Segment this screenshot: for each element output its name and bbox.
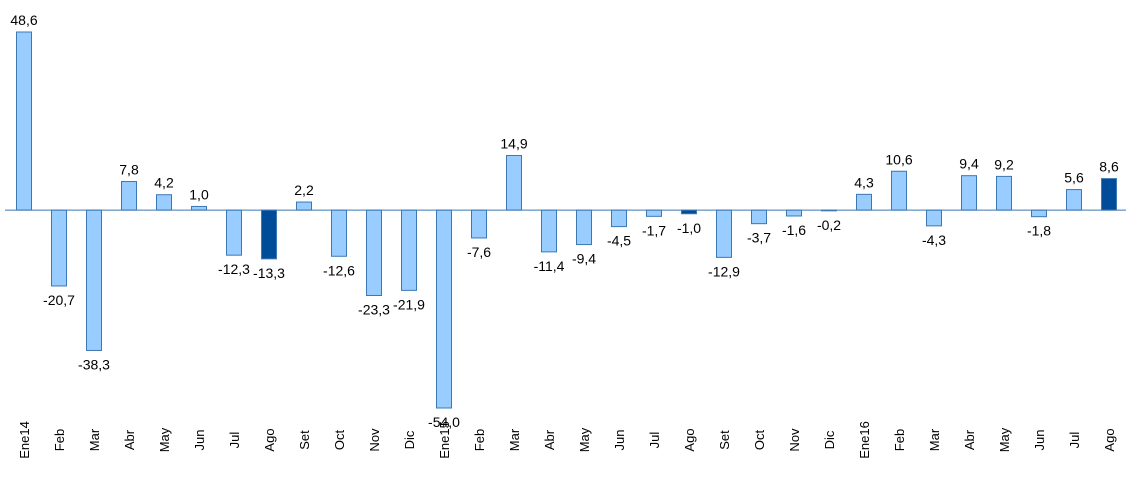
value-label: -9,4 — [572, 251, 596, 267]
value-label: -21,9 — [393, 296, 425, 312]
bar — [506, 155, 522, 211]
value-label: 48,6 — [10, 12, 37, 28]
bar — [191, 205, 207, 211]
bar — [121, 181, 137, 211]
x-tick-label: Abr — [962, 429, 977, 450]
x-tick-label: Jun — [192, 430, 207, 451]
value-label: -1,6 — [782, 222, 806, 238]
x-tick-label: Jul — [227, 432, 242, 449]
x-tick-label: Set — [717, 430, 732, 450]
x-tick-label: Set — [297, 430, 312, 450]
x-tick-label: Mar — [87, 428, 102, 451]
value-label: -13,3 — [253, 265, 285, 281]
x-tick-label: Dic — [822, 430, 837, 449]
x-tick-label: May — [577, 427, 592, 452]
x-tick-label: Nov — [367, 428, 382, 452]
x-tick-label: Jul — [1067, 432, 1082, 449]
x-tick-label: Jul — [647, 432, 662, 449]
x-tick-label: Mar — [927, 428, 942, 451]
x-tick-label: Ene16 — [857, 421, 872, 459]
bar — [226, 209, 242, 256]
x-tick-label: Feb — [472, 429, 487, 451]
value-label: -12,6 — [323, 262, 355, 278]
x-tick-label: Jun — [1032, 430, 1047, 451]
value-label: -12,9 — [708, 263, 740, 279]
value-label: 7,8 — [119, 162, 139, 178]
x-tick-label: Jun — [612, 430, 627, 451]
bar — [331, 209, 347, 257]
value-label: 1,0 — [189, 186, 209, 202]
bar — [751, 209, 767, 225]
bar — [51, 209, 67, 287]
x-tick-label: May — [157, 427, 172, 452]
bar — [1031, 209, 1047, 218]
value-label: -3,7 — [747, 230, 771, 246]
value-label: 8,6 — [1099, 159, 1119, 175]
value-label: -1,0 — [677, 220, 701, 236]
bar — [156, 194, 172, 211]
x-tick-label: Feb — [892, 429, 907, 451]
value-label: -20,7 — [43, 292, 75, 308]
x-tick-label: May — [997, 427, 1012, 452]
x-tick-label: Oct — [332, 430, 347, 451]
bar — [541, 209, 557, 253]
x-tick-label: Dic — [402, 430, 417, 449]
bar — [296, 201, 312, 211]
value-label: -54,0 — [428, 414, 460, 430]
bar — [1101, 178, 1117, 211]
x-tick-label: Nov — [787, 428, 802, 452]
bar — [926, 209, 942, 227]
value-label: -11,4 — [534, 258, 565, 274]
value-label: 2,2 — [294, 182, 314, 198]
value-label: -0,2 — [817, 217, 841, 233]
bar — [576, 209, 592, 246]
value-label: 5,6 — [1064, 170, 1084, 186]
value-label: 10,6 — [885, 151, 912, 167]
value-label: -1,8 — [1027, 223, 1051, 239]
value-label: 9,2 — [994, 156, 1014, 172]
x-tick-label: Ago — [1102, 428, 1117, 451]
x-tick-label: Ago — [682, 428, 697, 451]
value-label: -38,3 — [78, 356, 110, 372]
x-tick-label: Abr — [122, 429, 137, 450]
x-tick-label: Ago — [262, 428, 277, 451]
bar — [86, 209, 102, 351]
bar — [681, 209, 697, 215]
bar — [471, 209, 487, 239]
bar — [961, 175, 977, 211]
bar — [366, 209, 382, 296]
value-label: 14,9 — [500, 136, 527, 152]
value-label: -23,3 — [358, 301, 390, 317]
bar — [1066, 189, 1082, 211]
bar — [16, 31, 32, 211]
bar — [996, 175, 1012, 211]
x-tick-label: Oct — [752, 430, 767, 451]
bar — [436, 209, 452, 409]
bar — [891, 170, 907, 211]
bar — [786, 209, 802, 217]
value-label: 4,2 — [154, 175, 174, 191]
bar — [401, 209, 417, 291]
bar — [856, 193, 872, 211]
value-label: 4,3 — [854, 174, 874, 190]
x-tick-label: Mar — [507, 428, 522, 451]
x-tick-label: Abr — [542, 429, 557, 450]
value-label: -12,3 — [218, 261, 250, 277]
value-label: 9,4 — [959, 156, 979, 172]
bar — [716, 209, 732, 258]
value-label: -7,6 — [467, 244, 491, 260]
bar — [611, 209, 627, 228]
x-tick-label: Ene15 — [437, 421, 452, 459]
bar — [646, 209, 662, 217]
value-label: -4,3 — [922, 232, 946, 248]
x-tick-label: Ene14 — [17, 421, 32, 459]
value-label: -4,5 — [607, 233, 631, 249]
value-label: -1,7 — [642, 222, 666, 238]
bar — [261, 209, 277, 260]
x-tick-label: Feb — [52, 429, 67, 451]
